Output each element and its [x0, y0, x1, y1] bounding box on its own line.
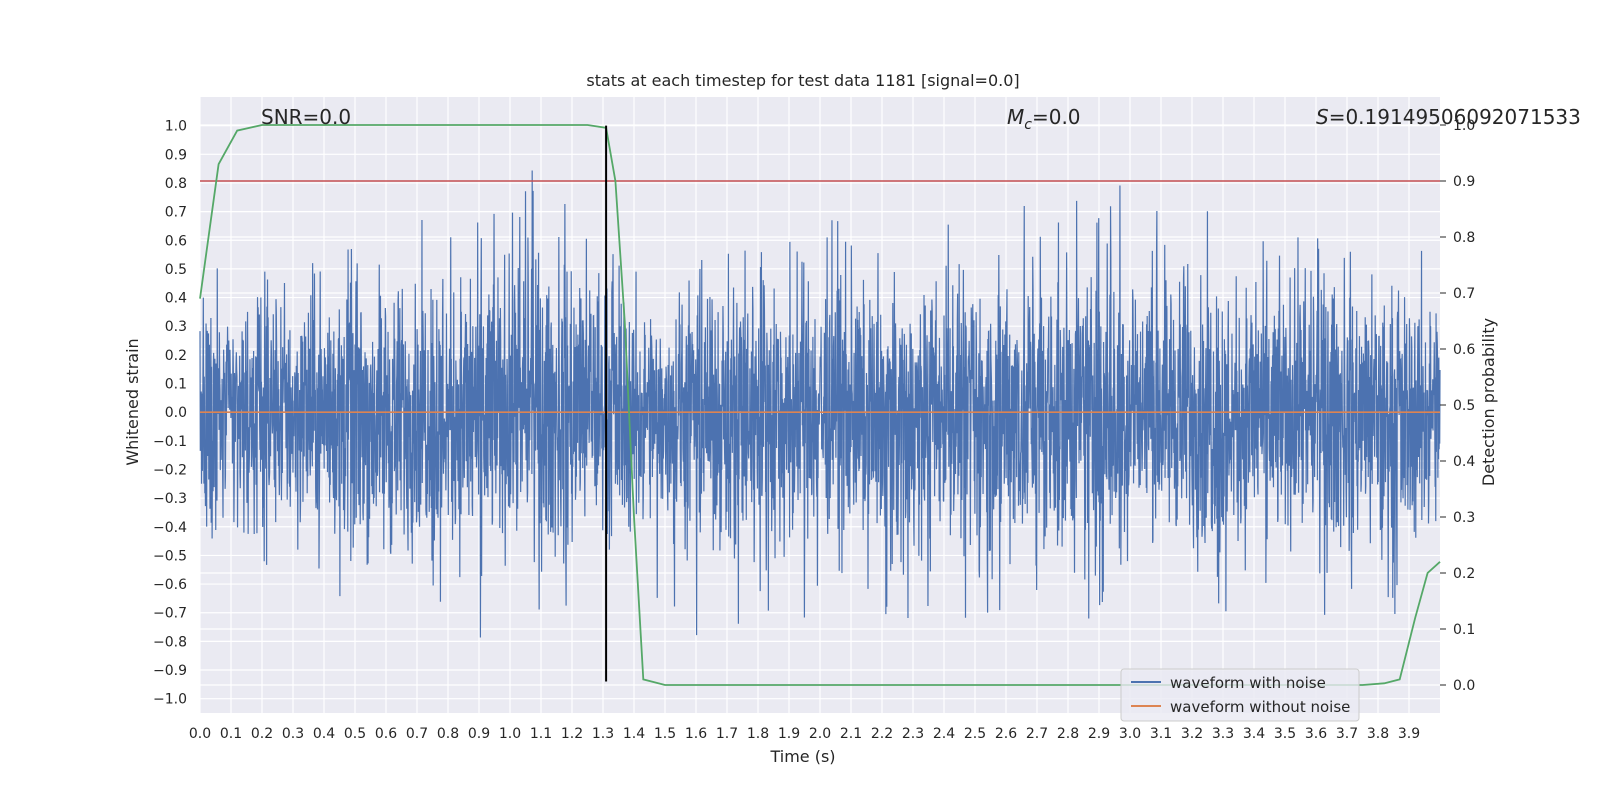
- x-tick-label: 0.1: [220, 726, 242, 742]
- x-tick-label: 3.7: [1336, 726, 1358, 742]
- y-tick-label: −0.5: [153, 548, 187, 564]
- x-tick-label: 2.6: [995, 726, 1017, 742]
- y-right-tick-label: 0.5: [1453, 398, 1475, 414]
- x-tick-label: 0.2: [251, 726, 273, 742]
- x-tick-label: 2.2: [871, 726, 893, 742]
- y-tick-label: −0.1: [153, 434, 187, 450]
- snr-annotation: SNR=0.0: [261, 105, 351, 129]
- x-tick-label: 3.8: [1367, 726, 1389, 742]
- s-annotation: S=0.19149506092071533: [1316, 105, 1581, 129]
- y-tick-label: 1.0: [165, 119, 187, 135]
- y-tick-label: 0.1: [165, 377, 187, 393]
- x-tick-label: 1.4: [623, 726, 645, 742]
- x-tick-label: 3.2: [1181, 726, 1203, 742]
- y-right-tick-label: 0.1: [1453, 622, 1475, 638]
- y-right-tick-label: 0.9: [1453, 174, 1475, 190]
- x-tick-label: 1.3: [592, 726, 614, 742]
- s-value: =0.19149506092071533: [1329, 105, 1581, 129]
- y-tick-label: 0.2: [165, 348, 187, 364]
- x-tick-label: 3.5: [1274, 726, 1296, 742]
- x-tick-label: 0.7: [406, 726, 428, 742]
- x-tick-label: 1.0: [499, 726, 521, 742]
- tick-labels-group: 0.0 0.1 0.2 0.3 0.4 0.5 0.6 0.7 0.8 0.9 1.0 1.1 1.2 1…: [153, 118, 1475, 742]
- y-right-tick-label: 0.8: [1453, 230, 1475, 246]
- x-tick-label: 2.3: [902, 726, 924, 742]
- x-tick-label: 1.2: [561, 726, 583, 742]
- x-tick-label: 0.4: [313, 726, 335, 742]
- x-tick-label: 2.5: [964, 726, 986, 742]
- legend-label-noise: waveform with noise: [1170, 674, 1326, 692]
- x-tick-label: 1.6: [685, 726, 707, 742]
- x-tick-label: 0.8: [437, 726, 459, 742]
- noise-waveform-group: [199, 170, 1441, 638]
- y-right-tick-label: 0.4: [1453, 454, 1475, 470]
- x-tick-label: 3.4: [1243, 726, 1265, 742]
- y-axis-label-right: Detection probability: [1479, 318, 1498, 486]
- x-tick-label: 0.5: [344, 726, 366, 742]
- mc-symbol: M: [1007, 105, 1024, 129]
- y-tick-label: 0.5: [165, 262, 187, 278]
- x-tick-label: 1.8: [747, 726, 769, 742]
- mc-subscript: c: [1024, 117, 1032, 133]
- y-right-tick-label: 0.2: [1453, 566, 1475, 582]
- y-right-tick-label: 1.0: [1453, 118, 1475, 134]
- x-tick-label: 2.9: [1088, 726, 1110, 742]
- y-right-tick-label: 0.7: [1453, 286, 1475, 302]
- y-tick-label: −0.2: [153, 462, 187, 478]
- legend-label-clean: waveform without noise: [1170, 698, 1350, 716]
- y-tick-label: 0.0: [165, 405, 187, 421]
- x-tick-label: 0.0: [189, 726, 211, 742]
- chart-title: stats at each timestep for test data 118…: [586, 71, 1019, 90]
- x-tick-label: 3.0: [1119, 726, 1141, 742]
- series-probability-line: [199, 124, 1441, 686]
- series-lines-group: [199, 124, 1441, 686]
- y-tick-label: −0.4: [153, 520, 187, 536]
- x-tick-label: 2.4: [933, 726, 955, 742]
- x-axis-label: Time (s): [769, 747, 835, 766]
- y-right-tick-label: 0.6: [1453, 342, 1475, 358]
- x-tick-label: 2.7: [1026, 726, 1048, 742]
- y-tick-label: 0.3: [165, 319, 187, 335]
- x-tick-label: 2.8: [1057, 726, 1079, 742]
- x-tick-label: 1.9: [778, 726, 800, 742]
- x-tick-label: 2.0: [809, 726, 831, 742]
- mc-annotation: Mc=0.0: [1007, 105, 1081, 133]
- y-tick-label: 0.7: [165, 205, 187, 221]
- y-right-tick-label: 0.0: [1453, 678, 1475, 694]
- x-tick-label: 0.3: [282, 726, 304, 742]
- legend-box: [1120, 668, 1360, 722]
- x-tick-label: 3.1: [1150, 726, 1172, 742]
- y-tick-label: 0.9: [165, 147, 187, 163]
- x-tick-label: 1.5: [654, 726, 676, 742]
- y-tick-label: 0.4: [165, 291, 187, 307]
- x-tick-label: 3.9: [1398, 726, 1420, 742]
- x-tick-label: 1.7: [716, 726, 738, 742]
- y-tick-label: −0.8: [153, 634, 187, 650]
- y-tick-label: 0.6: [165, 233, 187, 249]
- mc-value: =0.0: [1032, 105, 1081, 129]
- x-tick-label: 2.1: [840, 726, 862, 742]
- s-symbol: S: [1316, 105, 1329, 129]
- x-tick-label: 1.1: [530, 726, 552, 742]
- y-right-tick-label: 0.3: [1453, 510, 1475, 526]
- y-tick-label: 0.8: [165, 176, 187, 192]
- series-noise-line: [199, 170, 1441, 638]
- x-tick-label: 0.9: [468, 726, 490, 742]
- y-tick-label: −0.3: [153, 491, 187, 507]
- y-tick-label: −0.6: [153, 577, 187, 593]
- y-tick-label: −0.7: [153, 606, 187, 622]
- x-tick-label: 3.6: [1305, 726, 1327, 742]
- x-tick-label: 3.3: [1212, 726, 1234, 742]
- legend: waveform with noise waveform without noi…: [1120, 668, 1360, 722]
- y-tick-label: −1.0: [153, 692, 187, 708]
- x-tick-label: 0.6: [375, 726, 397, 742]
- y-tick-label: −0.9: [153, 663, 187, 679]
- y-axis-label: Whitened strain: [123, 338, 142, 465]
